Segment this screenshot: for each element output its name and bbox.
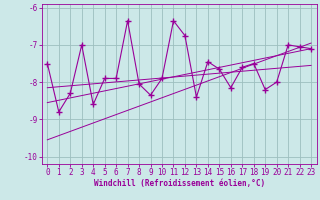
X-axis label: Windchill (Refroidissement éolien,°C): Windchill (Refroidissement éolien,°C) [94, 179, 265, 188]
